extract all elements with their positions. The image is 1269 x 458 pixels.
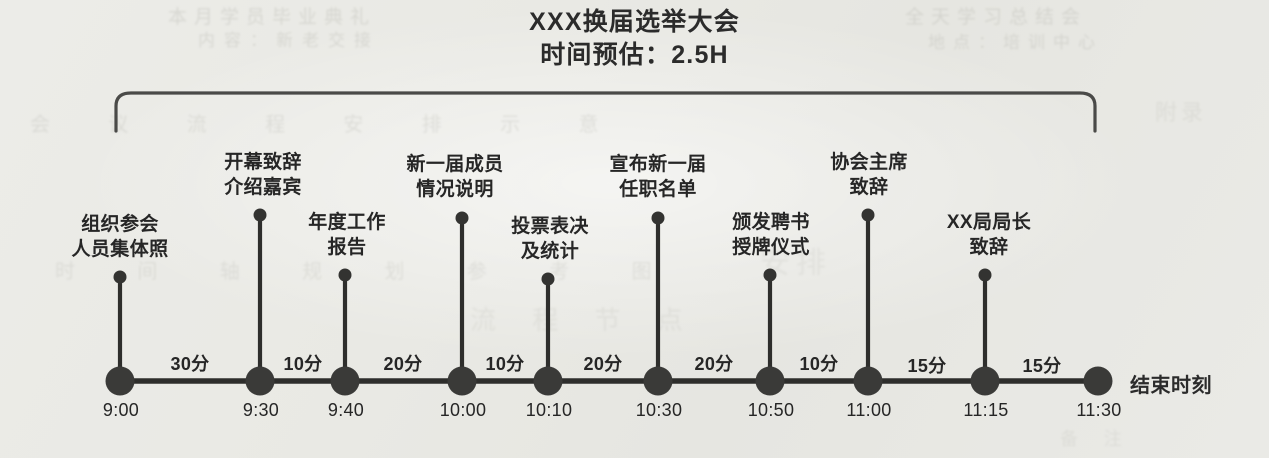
stem-cap-6 xyxy=(651,211,665,225)
event-label-5-line2: 及统计 xyxy=(520,241,580,263)
event-label-8: 协会主席 致辞 xyxy=(830,150,908,200)
event-label-9: XX局局长 致辞 xyxy=(947,210,1031,260)
event-label-3: 年度工作 报告 xyxy=(308,210,386,260)
duration-label-7: 10分 xyxy=(799,354,839,374)
event-label-2-line2: 介绍嘉宾 xyxy=(224,177,302,199)
top-bracket xyxy=(114,91,1097,133)
node-9-40 xyxy=(330,366,360,396)
node-11-00 xyxy=(853,366,883,396)
stem-cap-9 xyxy=(978,268,992,282)
node-10-50 xyxy=(755,366,785,396)
milestone-stems xyxy=(113,208,992,381)
time-label-5: 10:10 xyxy=(525,400,573,420)
milestone-nodes xyxy=(105,366,1113,396)
stem-cap-8 xyxy=(861,208,875,222)
time-label-6: 10:30 xyxy=(635,400,683,420)
stem-cap-1 xyxy=(113,270,127,284)
time-label-8: 11:00 xyxy=(846,400,892,420)
stem-cap-4 xyxy=(455,211,469,225)
event-label-5: 投票表决 及统计 xyxy=(511,214,589,264)
node-10-00 xyxy=(447,366,477,396)
page-title: XXX换届选举大会 时间预估：2.5H xyxy=(0,6,1269,72)
event-label-6-line1: 宣布新一届 xyxy=(609,154,707,175)
event-label-3-line2: 报告 xyxy=(327,237,367,259)
duration-label-6: 20分 xyxy=(694,354,734,374)
event-label-9-line2: 致辞 xyxy=(969,237,1009,259)
node-11-30 xyxy=(1083,366,1113,396)
event-label-3-line1: 年度工作 xyxy=(308,212,386,233)
time-label-10: 11:30 xyxy=(1076,400,1122,420)
time-label-9: 11:15 xyxy=(963,400,1009,420)
node-9-30 xyxy=(245,366,275,396)
event-label-4: 新一届成员 情况说明 xyxy=(406,152,503,202)
event-label-9-line1: XX局局长 xyxy=(946,212,1032,233)
duration-label-5: 20分 xyxy=(583,354,623,374)
duration-label-3: 20分 xyxy=(383,354,423,374)
event-label-1-line1: 组织参会 xyxy=(81,214,159,235)
duration-label-4: 10分 xyxy=(485,354,525,374)
node-9-00 xyxy=(105,366,135,396)
event-label-5-line1: 投票表决 xyxy=(511,216,589,237)
time-label-2: 9:30 xyxy=(242,400,280,420)
event-label-2-line1: 开幕致辞 xyxy=(224,152,302,173)
time-label-4: 10:00 xyxy=(439,400,487,420)
stem-cap-3 xyxy=(338,268,352,282)
node-10-30 xyxy=(643,366,673,396)
end-time-label: 结束时刻 xyxy=(1130,375,1212,397)
event-label-2: 开幕致辞 介绍嘉宾 xyxy=(224,150,302,200)
time-label-7: 10:50 xyxy=(747,400,795,420)
stem-cap-7 xyxy=(763,268,777,282)
event-label-7: 颁发聘书 授牌仪式 xyxy=(732,210,810,260)
duration-label-1: 30分 xyxy=(170,354,210,374)
title-line-duration: 时间预估：2.5H xyxy=(540,41,729,69)
title-line-main: XXX换届选举大会 xyxy=(529,8,740,36)
event-label-4-line1: 新一届成员 xyxy=(406,154,504,175)
event-label-4-line2: 情况说明 xyxy=(416,179,494,201)
event-label-6-line2: 任职名单 xyxy=(619,179,697,201)
duration-label-8: 15分 xyxy=(907,356,947,376)
event-label-1: 组织参会 人员集体照 xyxy=(71,212,168,262)
duration-label-9: 15分 xyxy=(1022,356,1062,376)
time-label-1: 9:00 xyxy=(102,400,140,420)
event-label-6: 宣布新一届 任职名单 xyxy=(609,152,706,202)
event-label-8-line2: 致辞 xyxy=(849,177,889,199)
event-label-7-line2: 授牌仪式 xyxy=(732,237,810,259)
stem-cap-2 xyxy=(253,208,267,222)
event-label-7-line1: 颁发聘书 xyxy=(732,212,810,233)
node-11-15 xyxy=(970,366,1000,396)
time-label-3: 9:40 xyxy=(327,400,365,420)
event-label-8-line1: 协会主席 xyxy=(830,152,908,173)
duration-label-2: 10分 xyxy=(283,354,323,374)
node-10-10 xyxy=(533,366,563,396)
stem-cap-5 xyxy=(541,272,555,286)
event-label-1-line2: 人员集体照 xyxy=(71,239,169,261)
